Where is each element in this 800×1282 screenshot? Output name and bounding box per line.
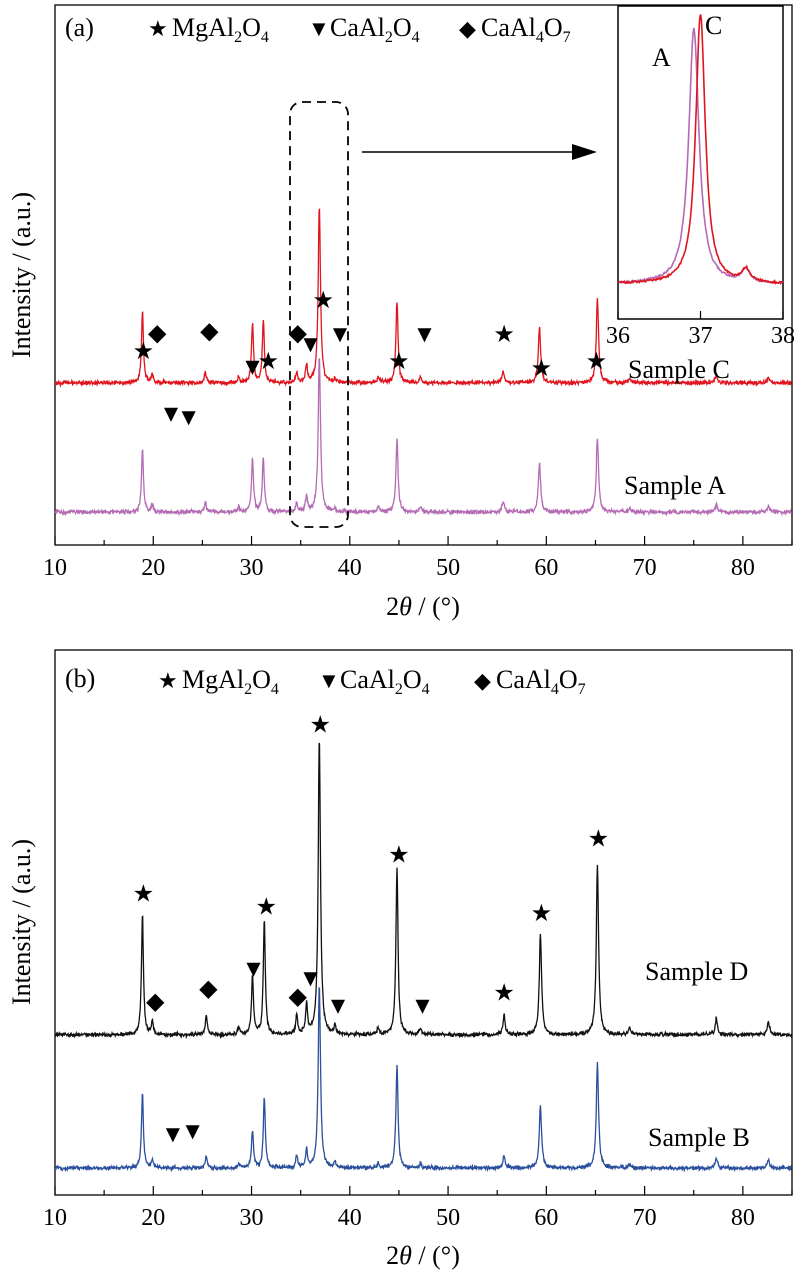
x-tick-label: 60 bbox=[534, 555, 558, 581]
x-tick-label: 80 bbox=[731, 1205, 755, 1231]
zoom-region-box bbox=[289, 101, 349, 528]
panel-b-traces bbox=[54, 742, 793, 1173]
panel-a: (a) ★ MgAl2O4 ▼ CaAl2O4 ◆ CaAl4O7 ★◆▼▼◆▼… bbox=[7, 4, 795, 621]
inset-label-a: A bbox=[652, 43, 671, 72]
x-tick-label: 10 bbox=[43, 555, 67, 581]
phase-marker-triangle-icon: ▼ bbox=[181, 1119, 205, 1145]
x-tick-label: 40 bbox=[338, 1205, 362, 1231]
x-tick-label: 20 bbox=[141, 1205, 165, 1231]
phase-marker-triangle-icon: ▼ bbox=[411, 993, 435, 1019]
phase-marker-star-icon: ★ bbox=[256, 895, 278, 921]
phase-marker-diamond-icon: ◆ bbox=[146, 989, 165, 1015]
phase-marker-triangle-icon: ▼ bbox=[413, 322, 437, 348]
zoom-arrow-head bbox=[572, 144, 597, 160]
phase-marker-triangle-icon: ▼ bbox=[177, 405, 201, 431]
phase-marker-star-icon: ★ bbox=[133, 339, 155, 365]
x-tick-label: 30 bbox=[240, 1205, 264, 1231]
panel-a-ylabel: Intensity / (a.u.) bbox=[7, 192, 36, 358]
x-tick-label: 70 bbox=[633, 555, 657, 581]
inset-x-tick-label: 36 bbox=[606, 323, 630, 349]
inset-x-tick-label: 37 bbox=[689, 323, 713, 349]
phase-marker-diamond-icon: ◆ bbox=[288, 984, 307, 1010]
panel-a-frame bbox=[54, 4, 793, 546]
inset-label-c: C bbox=[705, 11, 722, 40]
legend-b-diamond-icon: ◆ bbox=[474, 668, 491, 693]
panel-b-ylabel: Intensity / (a.u.) bbox=[7, 839, 36, 1005]
phase-marker-triangle-icon: ▼ bbox=[159, 402, 183, 428]
phase-marker-diamond-icon: ◆ bbox=[200, 319, 219, 345]
phase-marker-star-icon: ★ bbox=[388, 843, 410, 869]
sample-b-label: Sample B bbox=[648, 1123, 750, 1152]
phase-marker-star-icon: ★ bbox=[493, 322, 515, 348]
inset-x-tick-label: 38 bbox=[771, 323, 795, 349]
phase-marker-triangle-icon: ▼ bbox=[161, 1122, 185, 1148]
panel-a-label: (a) bbox=[65, 13, 94, 42]
phase-marker-triangle-icon: ▼ bbox=[328, 322, 352, 348]
panel-a-x-axis: 10 20 30 40 50 60 70 80 bbox=[43, 536, 793, 581]
inset-x-axis: 36 37 38 bbox=[606, 311, 795, 349]
legend-a-star-icon: ★ bbox=[148, 16, 168, 41]
phase-marker-star-icon: ★ bbox=[588, 826, 610, 852]
phase-marker-diamond-icon: ◆ bbox=[199, 976, 218, 1002]
trace-sample-a bbox=[54, 358, 793, 517]
trace-sample-b bbox=[54, 986, 793, 1173]
legend-b-triangle-icon: ▼ bbox=[318, 668, 340, 693]
phase-marker-star-icon: ★ bbox=[388, 349, 410, 375]
legend-b-star-icon: ★ bbox=[158, 668, 178, 693]
panel-b-phase-markers: ★◆▼▼◆▼★◆▼★▼★▼ ★★★ bbox=[133, 713, 610, 1149]
phase-marker-triangle-icon: ▼ bbox=[241, 355, 265, 381]
phase-marker-diamond-icon: ◆ bbox=[148, 321, 167, 347]
sample-d-label: Sample D bbox=[645, 957, 748, 986]
x-tick-label: 50 bbox=[436, 555, 460, 581]
phase-marker-triangle-icon: ▼ bbox=[326, 993, 350, 1019]
panel-b: (b) ★ MgAl2O4 ▼ CaAl2O4 ◆ CaAl4O7 ★◆▼▼◆▼… bbox=[7, 649, 793, 1270]
legend-a-triangle-icon: ▼ bbox=[308, 16, 330, 41]
phase-marker-star-icon: ★ bbox=[133, 882, 155, 908]
phase-marker-star-icon: ★ bbox=[531, 901, 553, 927]
panel-b-frame bbox=[54, 649, 793, 1196]
sample-c-label: Sample C bbox=[628, 355, 730, 384]
legend-b-caal2o4: CaAl2O4 bbox=[340, 665, 430, 698]
x-tick-label: 40 bbox=[338, 555, 362, 581]
panel-a-phase-markers: ★◆▼▼◆▼★◆▼★▼★▼ ★★ ★ bbox=[133, 288, 608, 431]
x-tick-label: 60 bbox=[534, 1205, 558, 1231]
phase-marker-star-icon: ★ bbox=[493, 980, 515, 1006]
panel-b-x-axis: 10 20 30 40 50 60 70 80 bbox=[43, 1186, 793, 1231]
x-tick-label: 10 bbox=[43, 1205, 67, 1231]
inset-plot: 36 37 38 A C bbox=[606, 5, 795, 349]
legend-a-diamond-icon: ◆ bbox=[459, 16, 476, 41]
legend-b-mgal2o4: MgAl2O4 bbox=[182, 665, 279, 698]
x-tick-label: 50 bbox=[436, 1205, 460, 1231]
phase-marker-star-icon: ★ bbox=[257, 349, 279, 375]
phase-marker-star-icon: ★ bbox=[310, 713, 332, 739]
phase-marker-diamond-icon: ◆ bbox=[288, 321, 307, 347]
panel-a-xlabel: 2θ / (°) bbox=[386, 592, 460, 621]
phase-marker-star-icon: ★ bbox=[531, 356, 553, 382]
phase-marker-star-icon: ★ bbox=[586, 349, 608, 375]
x-tick-label: 70 bbox=[633, 1205, 657, 1231]
phase-marker-triangle-icon: ▼ bbox=[299, 966, 323, 992]
inset-curves bbox=[617, 14, 784, 285]
phase-marker-star-icon: ★ bbox=[313, 288, 335, 314]
panel-a-traces bbox=[54, 208, 793, 517]
trace-sample-c bbox=[54, 208, 792, 388]
legend-a-mgal2o4: MgAl2O4 bbox=[172, 13, 269, 46]
legend-a-caal4o7: CaAl4O7 bbox=[481, 13, 571, 46]
inset-curve-c bbox=[617, 14, 784, 285]
panel-b-label: (b) bbox=[65, 664, 95, 693]
sample-a-label: Sample A bbox=[624, 471, 726, 500]
panel-b-xlabel: 2θ / (°) bbox=[386, 1241, 460, 1270]
phase-marker-triangle-icon: ▼ bbox=[242, 956, 266, 982]
x-tick-label: 30 bbox=[240, 555, 264, 581]
trace-sample-d bbox=[54, 742, 793, 1040]
legend-a-caal2o4: CaAl2O4 bbox=[330, 13, 420, 46]
phase-marker-triangle-icon: ▼ bbox=[299, 332, 323, 358]
x-tick-label: 80 bbox=[731, 555, 755, 581]
legend-b-caal4o7: CaAl4O7 bbox=[496, 665, 586, 698]
x-tick-label: 20 bbox=[141, 555, 165, 581]
